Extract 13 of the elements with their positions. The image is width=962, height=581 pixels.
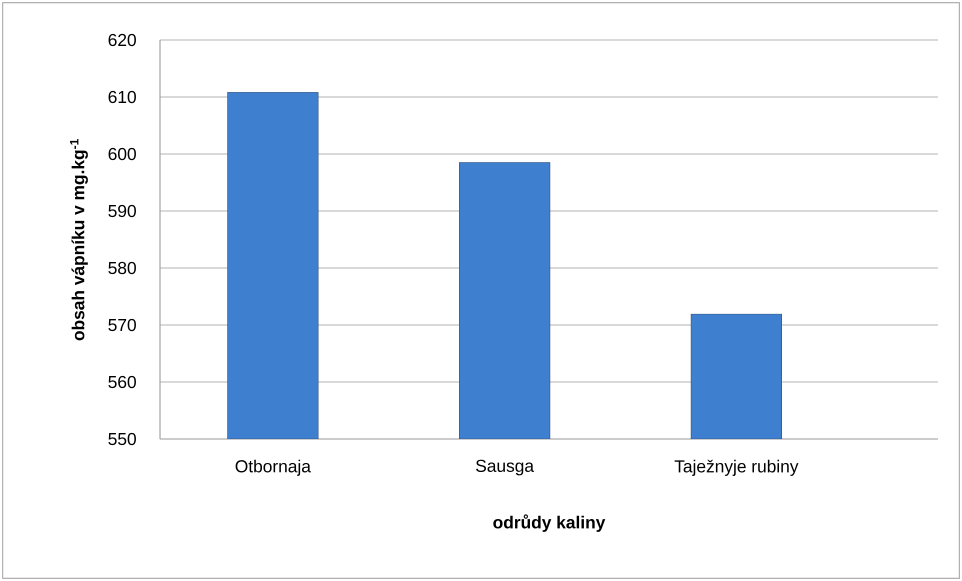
y-tick-label: 560 [108, 376, 136, 388]
y-tick-label: 600 [108, 148, 136, 160]
y-tick-label: 550 [108, 432, 136, 446]
x-axis-title: odrůdy kaliny [493, 514, 606, 532]
y-tick-label: 570 [108, 318, 136, 332]
y-tick-label: 580 [108, 262, 136, 274]
x-tick-label: Otbornaja [236, 460, 311, 476]
y-axis-title: obsah vápníku v mg.kg$^{-1}$ [70, 138, 88, 340]
x-tick-label: Sausga [476, 460, 534, 476]
x-tick-label: Taježnyje rubiny [674, 460, 798, 476]
y-tick-label: 610 [108, 90, 136, 104]
y-tick-label: 620 [108, 34, 136, 46]
y-tick-label: 590 [108, 204, 136, 218]
